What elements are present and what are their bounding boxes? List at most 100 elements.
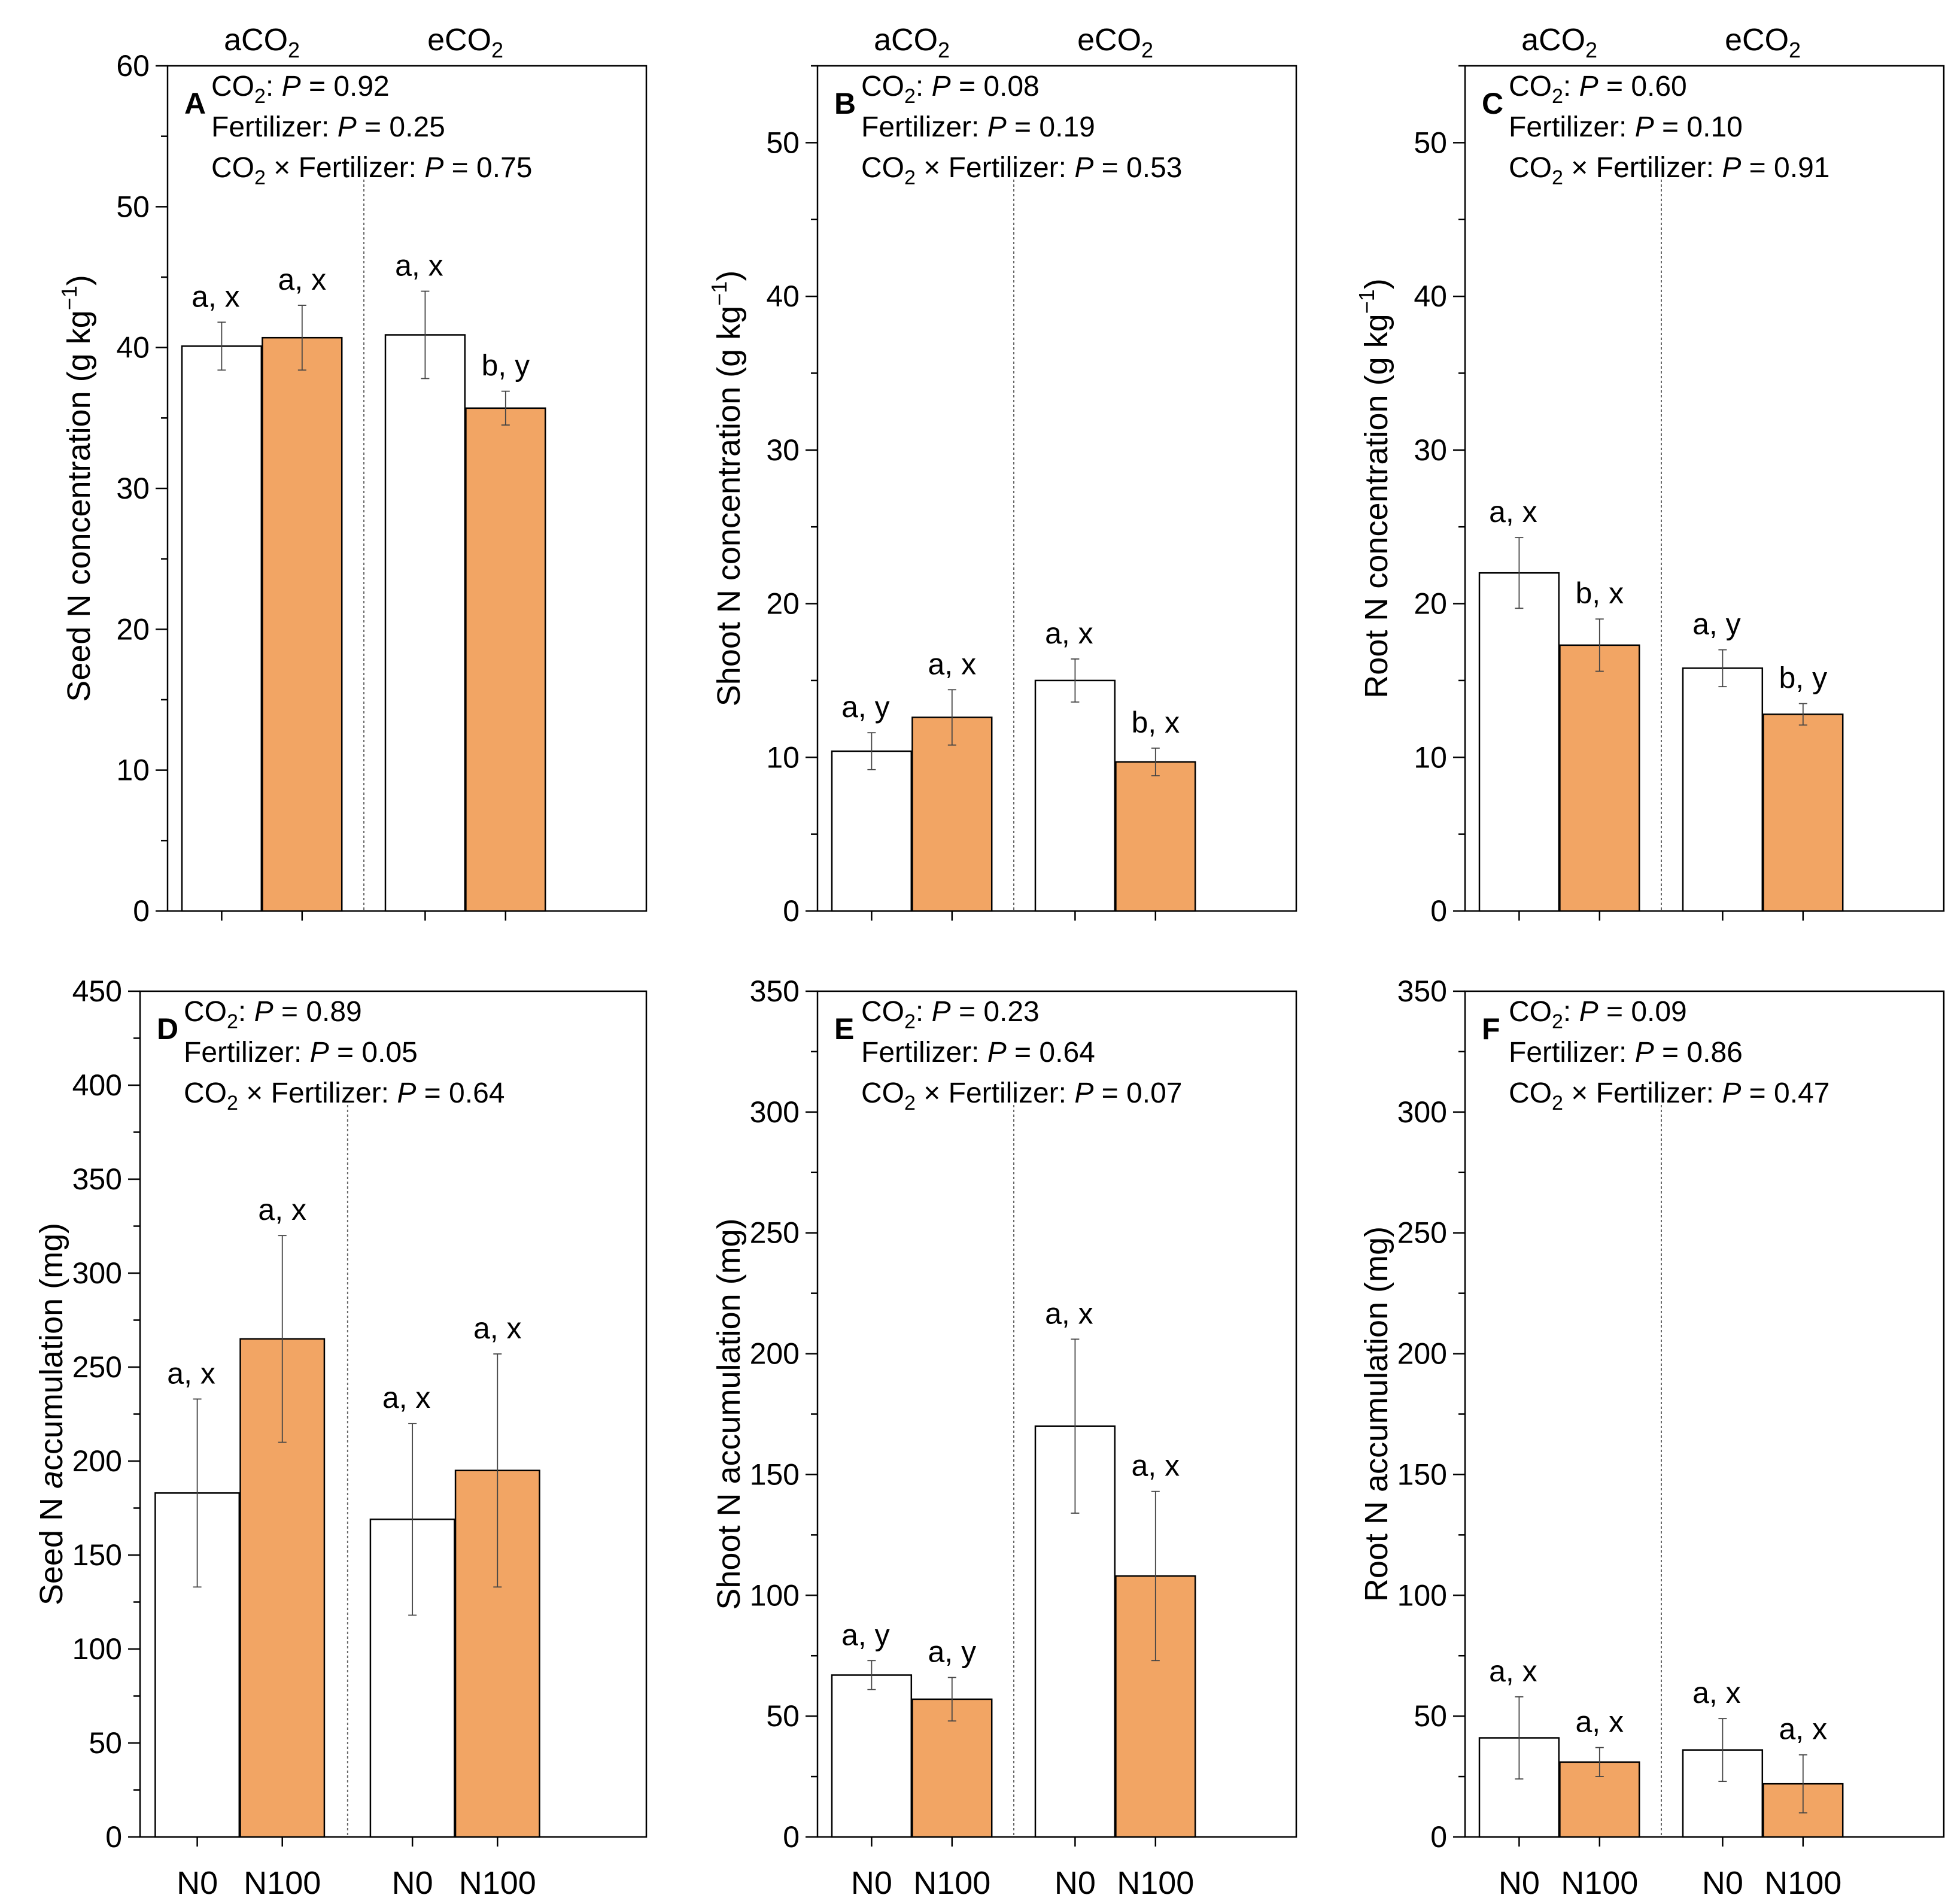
panel-d-y-tick-label: 400: [72, 1068, 122, 1102]
panel-a-letter: A: [184, 87, 206, 120]
panel-c-bar-n0-eco2: [1682, 667, 1764, 912]
panel-c-stat-line: Fertilizer: P = 0.10: [1509, 111, 1743, 143]
panel-b-significance-label: b, x: [1132, 706, 1180, 739]
panel-b-significance-label: a, y: [841, 690, 890, 724]
panel-f-stat-line: CO2 × Fertilizer: P = 0.47: [1509, 1077, 1829, 1115]
panel-c-significance-label: a, x: [1489, 495, 1537, 529]
panel-f-letter: F: [1482, 1012, 1500, 1046]
panel-d-significance-label: a, x: [258, 1193, 306, 1226]
panel-e: 0 50 100 150 200 250 300 350 a, y a, y a, x a, x ECO…: [711, 974, 1297, 1901]
panel-b-stat-line: CO2: P = 0.08: [861, 71, 1040, 108]
panel-f-y-tick-label: 350: [1397, 974, 1447, 1008]
panel-c-bar-n100-eco2: [1762, 713, 1844, 912]
panel-f-category-label: N0: [1499, 1865, 1540, 1901]
panel-d-letter: D: [157, 1012, 178, 1046]
panel-b-stat-line: CO2 × Fertilizer: P = 0.53: [861, 152, 1182, 189]
panel-c-group-header: eCO2: [1725, 23, 1801, 62]
panel-d-y-tick-label: 150: [72, 1538, 122, 1572]
panel-b-group-header: eCO2: [1077, 23, 1153, 62]
panel-f-y-tick-label: 200: [1397, 1337, 1447, 1371]
panel-a-significance-label: a, x: [192, 280, 240, 313]
panel-d-category-label: N100: [459, 1865, 536, 1901]
panel-c-y-axis-label: Root N concentration (g kg−1): [1354, 278, 1394, 698]
panel-e-stat-line: CO2 × Fertilizer: P = 0.07: [861, 1077, 1182, 1115]
panel-a-significance-label: b, y: [482, 349, 530, 382]
panel-e-significance-label: a, y: [928, 1635, 977, 1669]
panel-f-category-label: N100: [1764, 1865, 1841, 1901]
panel-b-y-tick-label: 30: [766, 433, 800, 467]
panel-e-significance-label: a, x: [1045, 1296, 1093, 1330]
panel-f-y-tick-label: 0: [1430, 1820, 1447, 1854]
panel-c-letter: C: [1482, 87, 1503, 120]
panel-b-significance-label: a, x: [928, 647, 977, 681]
panel-d-stat-line: Fertilizer: P = 0.05: [184, 1037, 418, 1068]
panel-a-y-tick-label: 60: [116, 49, 150, 83]
panel-d-stat-line: CO2 × Fertilizer: P = 0.64: [184, 1077, 505, 1115]
panel-d-y-tick-label: 350: [72, 1162, 122, 1196]
panel-a-bar-n0-aco2: [181, 345, 263, 912]
panel-f-stat-line: CO2: P = 0.09: [1509, 996, 1687, 1033]
panel-f-y-tick-label: 300: [1397, 1095, 1447, 1129]
panel-b-y-tick-label: 20: [766, 587, 800, 621]
panel-e-y-axis-label: Shoot N accumulation (mg): [711, 1218, 747, 1610]
panel-d-significance-label: a, x: [473, 1311, 522, 1345]
panel-a-group-header: aCO2: [224, 23, 300, 62]
panel-b-bar-n100-eco2: [1115, 761, 1196, 912]
panel-a-y-axis-label: Seed N concentration (g kg−1): [57, 275, 97, 702]
panel-e-significance-label: a, x: [1132, 1449, 1180, 1483]
panel-b-bar-n100-aco2: [911, 716, 993, 912]
panel-f-category-label: N0: [1702, 1865, 1743, 1901]
panel-a-y-tick-label: 30: [116, 472, 150, 505]
panel-f-y-tick-label: 100: [1397, 1578, 1447, 1612]
panel-f-significance-label: a, x: [1692, 1676, 1741, 1709]
panel-b-y-tick-label: 40: [766, 280, 800, 313]
panel-d-category-label: N0: [177, 1865, 218, 1901]
panel-d-significance-label: a, x: [382, 1381, 431, 1414]
panel-a-bar-n100-eco2: [465, 407, 546, 912]
panel-c-stat-line: CO2: P = 0.60: [1509, 71, 1687, 108]
panel-c-y-tick-label: 20: [1414, 587, 1447, 621]
panel-a-y-tick-label: 10: [116, 754, 150, 787]
panel-e-bar-n0-aco2: [831, 1674, 913, 1838]
panel-b-bar-n0-eco2: [1034, 679, 1116, 912]
panel-e-y-tick-label: 100: [750, 1578, 800, 1612]
panel-e-significance-label: a, y: [841, 1618, 890, 1651]
panel-d-y-tick-label: 450: [72, 974, 122, 1008]
panel-e-y-tick-label: 50: [766, 1699, 800, 1733]
panel-d-y-axis-label: Seed N accumulation (mg): [34, 1223, 69, 1605]
panel-c-stat-line: CO2 × Fertilizer: P = 0.91: [1509, 152, 1829, 189]
panel-d-stat-line: CO2: P = 0.89: [184, 996, 362, 1033]
panel-d-y-tick-label: 200: [72, 1444, 122, 1478]
panel-f-y-tick-label: 150: [1397, 1457, 1447, 1491]
panel-e-letter: E: [834, 1012, 854, 1046]
panel-d-y-tick-label: 100: [72, 1632, 122, 1666]
panel-e-y-tick-label: 150: [750, 1457, 800, 1491]
panel-f-y-tick-label: 50: [1414, 1699, 1447, 1733]
panel-c-y-tick-label: 10: [1414, 740, 1447, 774]
panel-e-y-tick-label: 200: [750, 1337, 800, 1371]
panel-e-y-tick-label: 0: [783, 1820, 800, 1854]
panel-a-bar-n100-aco2: [262, 336, 343, 912]
panel-b-stat-line: Fertilizer: P = 0.19: [861, 111, 1095, 143]
panel-f-plot-frame: [1464, 990, 1945, 1838]
panel-f-category-label: N100: [1561, 1865, 1638, 1901]
panel-f-y-tick-label: 250: [1397, 1216, 1447, 1250]
panel-f-stat-line: Fertilizer: P = 0.86: [1509, 1037, 1743, 1068]
panel-d-category-label: N0: [392, 1865, 433, 1901]
panel-b-y-axis-label: Shoot N concentration (g kg−1): [707, 271, 747, 706]
panel-a-significance-label: a, x: [278, 263, 327, 296]
panel-b-y-tick-label: 10: [766, 740, 800, 774]
panel-e-stat-line: Fertilizer: P = 0.64: [861, 1037, 1095, 1068]
panel-b-bar-n0-aco2: [831, 750, 913, 912]
panel-f-significance-label: a, x: [1779, 1712, 1828, 1746]
panel-b-y-tick-label: 0: [783, 894, 800, 928]
panel-e-category-label: N100: [1117, 1865, 1194, 1901]
panel-c-bar-n0-aco2: [1478, 572, 1560, 912]
panel-d-y-tick-label: 50: [89, 1726, 122, 1760]
panel-e-y-tick-label: 300: [750, 1095, 800, 1129]
panel-a-significance-label: a, x: [395, 249, 443, 283]
panel-a-y-tick-label: 0: [133, 894, 150, 928]
panel-a-y-tick-label: 20: [116, 612, 150, 646]
panel-c-y-tick-label: 50: [1414, 126, 1447, 159]
